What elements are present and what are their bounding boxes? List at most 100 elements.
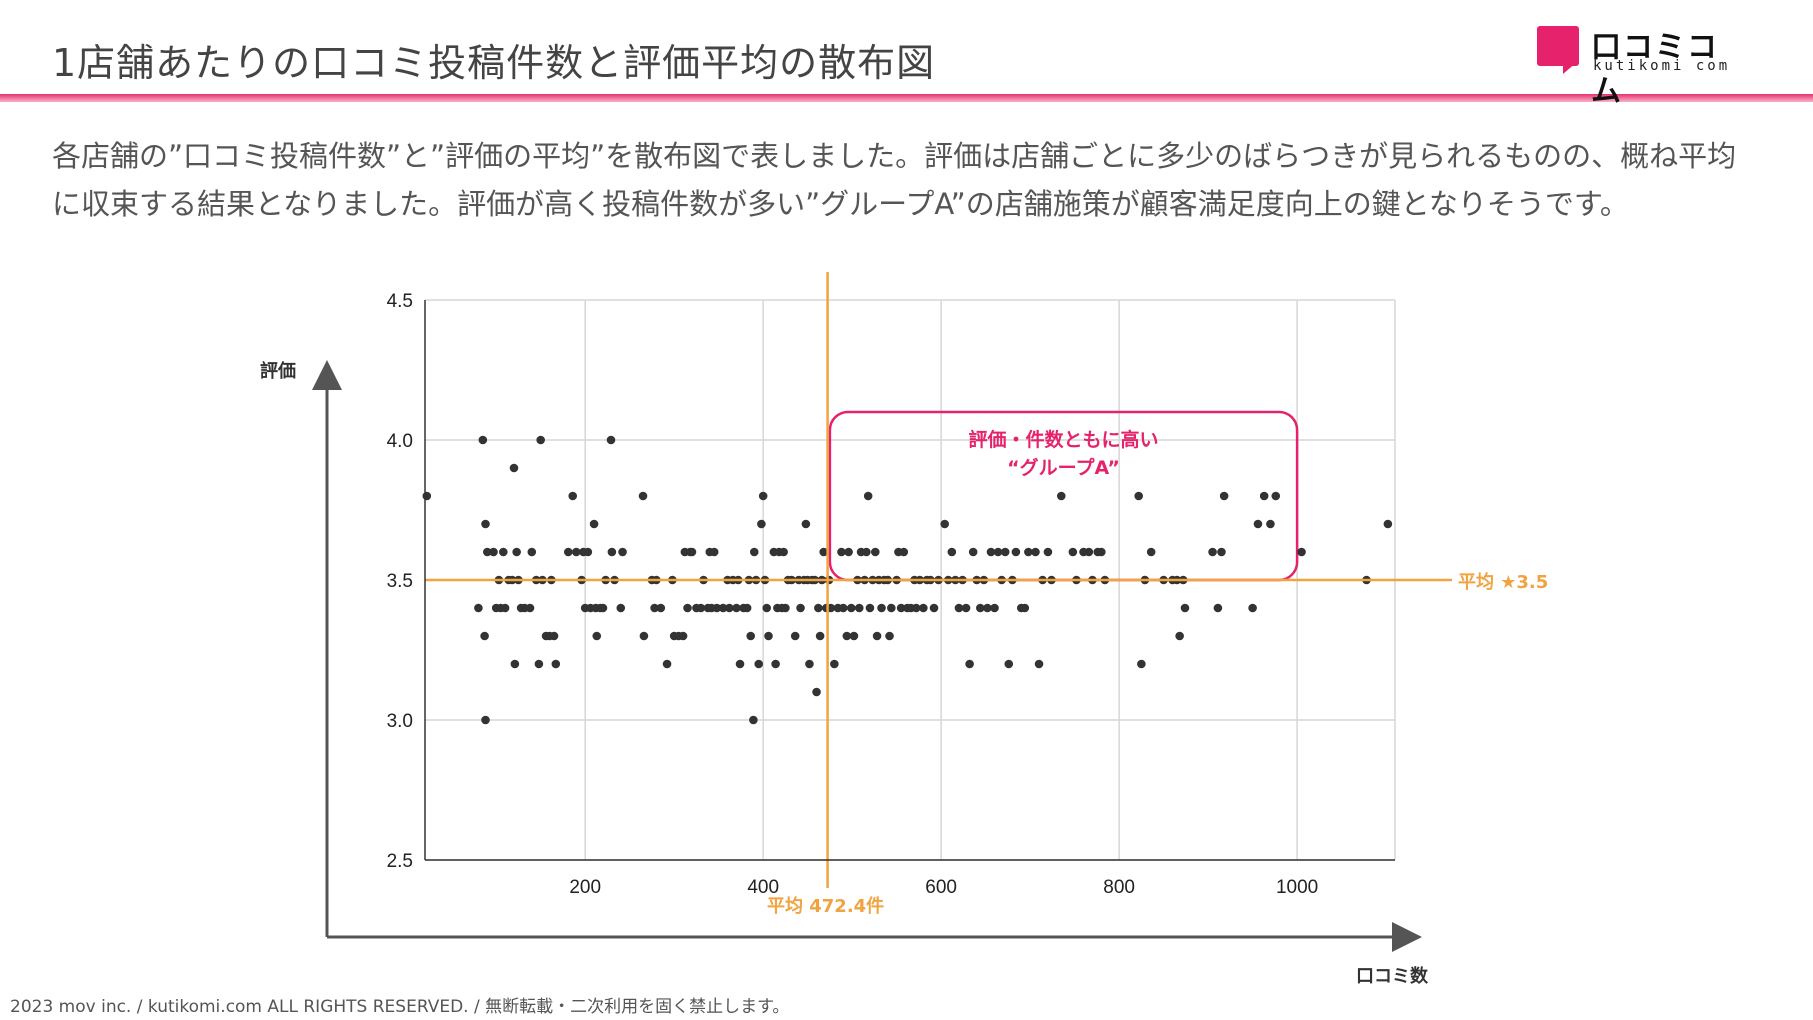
x-tick-label: 800 (1103, 877, 1135, 898)
data-point (849, 631, 859, 641)
data-point (732, 603, 741, 613)
y-tick-label: 4.5 (387, 291, 413, 312)
x-tick-label: 200 (569, 877, 601, 898)
x-tick-label: 1000 (1276, 877, 1318, 898)
data-point (510, 659, 520, 669)
data-point (1020, 603, 1030, 613)
data-point (844, 547, 853, 557)
data-point (986, 547, 996, 557)
data-point (1180, 603, 1190, 613)
data-point (571, 547, 581, 557)
data-point (796, 603, 805, 613)
data-point (830, 659, 839, 669)
title-divider (0, 94, 1813, 102)
data-point (965, 659, 974, 669)
data-point (746, 631, 756, 641)
data-point (509, 463, 519, 473)
y-tick-label: 4.0 (387, 431, 413, 452)
data-point (1266, 519, 1275, 529)
data-point (961, 603, 971, 613)
group-a-annotation-line2: “グループA” (1007, 456, 1120, 479)
data-point (1134, 491, 1144, 501)
data-point (480, 631, 489, 641)
data-point (662, 659, 672, 669)
data-point (589, 519, 599, 529)
data-point (865, 603, 875, 613)
data-point (801, 519, 811, 529)
data-point (525, 603, 535, 613)
logo-subtitle: kutikomi com (1593, 58, 1731, 74)
data-point (993, 547, 1003, 557)
data-point (1137, 659, 1146, 669)
data-point (481, 715, 490, 725)
data-point (1004, 659, 1014, 669)
data-point (583, 547, 593, 557)
data-point (1068, 547, 1078, 557)
data-point (1253, 519, 1263, 529)
data-point (877, 603, 886, 613)
data-point (762, 603, 772, 613)
data-point (696, 603, 706, 613)
data-point (1259, 491, 1269, 501)
data-point (592, 631, 602, 641)
data-point (474, 603, 483, 613)
data-point (1297, 547, 1306, 557)
data-point (489, 547, 498, 557)
brand-logo: 口コミコム kutikomi com (1537, 22, 1737, 109)
group-a-annotation-line1: 評価・件数ともに高い (969, 428, 1159, 451)
data-point (771, 659, 780, 669)
data-point (976, 603, 985, 613)
data-point (1024, 547, 1033, 557)
data-point (1175, 631, 1184, 641)
data-point (870, 547, 880, 557)
data-point (551, 659, 561, 669)
data-point (1217, 547, 1226, 557)
data-point (749, 547, 759, 557)
x-tick-label: 600 (925, 877, 957, 898)
data-point (983, 603, 992, 613)
data-point (749, 715, 758, 725)
data-point (854, 603, 864, 613)
data-point (757, 519, 766, 529)
data-point (1219, 491, 1229, 501)
data-point (500, 603, 510, 613)
data-point (954, 603, 964, 613)
data-point (1146, 547, 1156, 557)
data-point (607, 547, 617, 557)
data-point (947, 547, 957, 557)
data-point (842, 631, 852, 641)
data-point (1208, 547, 1217, 557)
data-point (618, 547, 627, 557)
data-point (499, 547, 508, 557)
y-tick-label: 2.5 (387, 851, 413, 872)
y-axis-label: 評価 (260, 360, 296, 382)
data-point (527, 547, 537, 557)
page-title: 1店舗あたりの口コミ投稿件数と評価平均の散布図 (52, 41, 936, 85)
data-point (718, 603, 728, 613)
data-point (779, 547, 788, 557)
data-point (598, 603, 608, 613)
data-point (478, 435, 488, 445)
data-point (896, 603, 906, 613)
data-point (754, 659, 764, 669)
data-point (616, 603, 626, 613)
data-point (735, 659, 745, 669)
data-point (1084, 547, 1094, 557)
data-point (899, 547, 909, 557)
data-point (1383, 519, 1393, 529)
speech-bubble-tail-icon (1563, 62, 1577, 74)
data-point (683, 603, 692, 613)
data-point (1097, 547, 1106, 557)
data-point (742, 603, 752, 613)
data-point (838, 603, 848, 613)
data-point (929, 603, 939, 613)
data-point (990, 603, 999, 613)
data-point (758, 491, 768, 501)
data-point (678, 631, 688, 641)
mean-x-label: 平均 472.4件 (767, 895, 884, 917)
data-point (862, 547, 871, 557)
data-point (968, 547, 978, 557)
logo-name: 口コミコム (1591, 30, 1719, 109)
data-point (725, 603, 734, 613)
data-point (846, 603, 856, 613)
